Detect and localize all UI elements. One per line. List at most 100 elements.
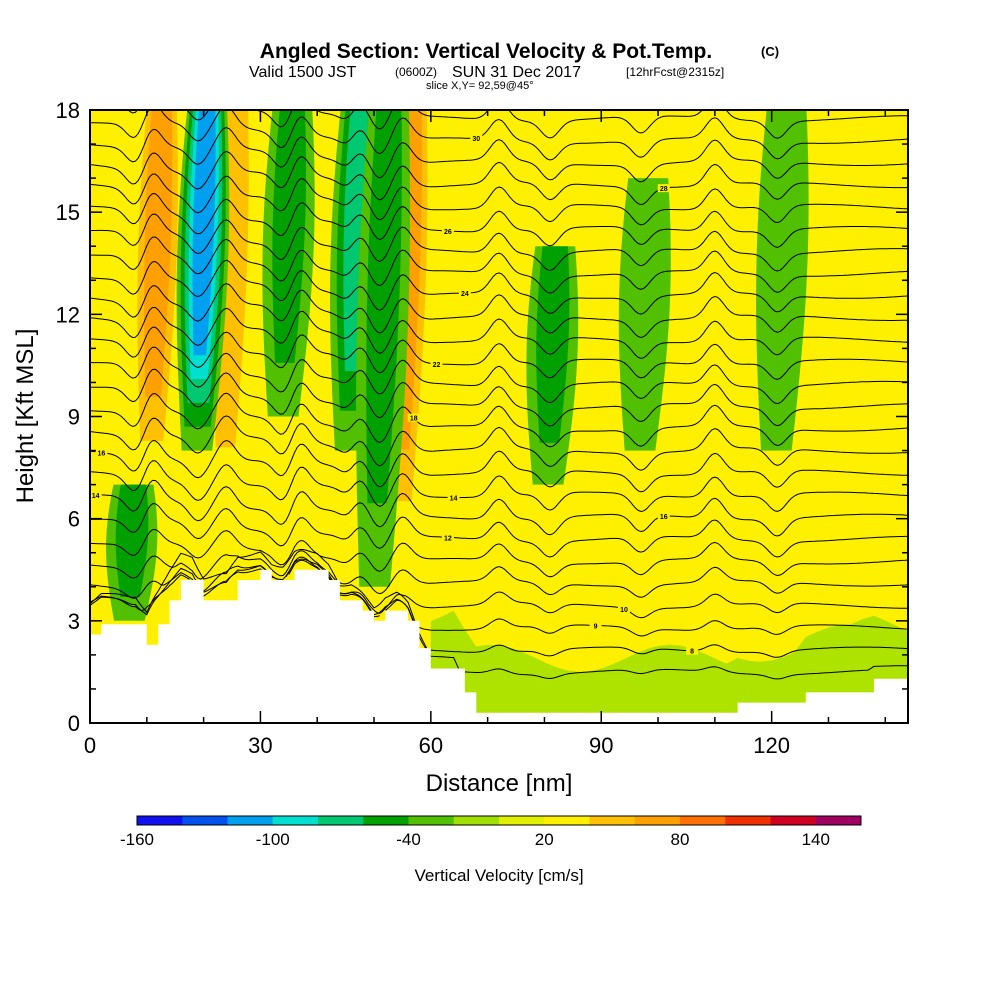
colorbar-swatch (544, 816, 590, 825)
isentrope-label: 14 (92, 493, 100, 500)
colorbar-swatch (453, 816, 500, 825)
isentrope-label: 18 (410, 416, 418, 423)
velocity-plume-6-level-0 (694, 110, 747, 417)
y-tick-label: 12 (56, 302, 80, 327)
colorbar-swatch (408, 816, 455, 825)
y-axis-label: Height [Kft MSL] (12, 329, 39, 504)
isentrope-label-bg (657, 184, 670, 193)
velocity-plume-14-level-0 (756, 110, 809, 451)
valid-date: SUN 31 Dec 2017 (452, 64, 581, 81)
colorbar-swatch (318, 816, 364, 825)
colorbar-swatch (182, 816, 228, 825)
isentrope-20 (90, 193, 908, 248)
x-axis: 0 30 60 90 120 (84, 110, 887, 758)
velocity-plume-13-level-0 (618, 178, 671, 451)
x-axis-label: Distance [nm] (426, 770, 573, 797)
colorbar-tick-label: -100 (256, 830, 290, 849)
colorbar: -160 -100 -40 20 80 140 (120, 815, 862, 849)
isentrope-8 (90, 460, 908, 513)
isentrope-label-bg (617, 604, 630, 613)
isentrope-label-bg (458, 288, 471, 297)
y-tick-label: 15 (56, 200, 80, 225)
x-tick-label: 90 (589, 733, 613, 758)
isentrope-label: 8 (690, 649, 694, 656)
isentrope-5 (90, 528, 908, 578)
velocity-plume-12-level-1 (115, 484, 149, 597)
y-tick-label: 0 (68, 711, 80, 736)
isentrope-6 (90, 503, 908, 558)
y-tick-label: 3 (68, 609, 80, 634)
colorbar-swatch (680, 816, 726, 825)
colorbar-swatch (725, 816, 771, 825)
isentrope-19 (90, 213, 908, 272)
isentrope-22 (90, 150, 908, 206)
slice-info: slice X,Y= 92,59@45° (426, 80, 534, 92)
low-level-field (430, 610, 908, 723)
colorbar-swatch (272, 816, 319, 825)
isentrope-16 (90, 283, 908, 339)
isentrope-label: 24 (461, 291, 469, 298)
isentrope-label: 12 (444, 535, 452, 542)
isentrope-0 (90, 549, 908, 680)
velocity-plume-8-level-1 (272, 110, 306, 363)
isentrope-25 (127, 110, 908, 139)
colorbar-swatch (227, 816, 274, 825)
isentrope-labels: 9 8 10 12 14 16 18 16 14 22 24 26 28 30 (90, 133, 699, 656)
isentrope-label-bg (447, 493, 460, 502)
isentrope-label-bg (657, 512, 670, 521)
isentrope-23 (90, 127, 908, 183)
colorbar-swatch (815, 816, 862, 825)
isentrope-label: 10 (620, 607, 628, 614)
chart-title: Angled Section: Vertical Velocity & Pot.… (260, 40, 712, 63)
valid-time-prefix: Valid 1500 JST (249, 64, 357, 81)
isentrope-7 (90, 479, 908, 537)
isentrope-label: 16 (97, 451, 105, 458)
x-tick-label: 120 (753, 733, 790, 758)
isentrope-label-bg (430, 359, 443, 368)
colorbar-swatch (770, 816, 817, 825)
isentrope-18 (90, 236, 908, 294)
isentrope-9 (90, 439, 908, 493)
isentrope-label-bg (90, 490, 102, 499)
colorbar-swatch (589, 816, 636, 825)
isentrope-label-bg (441, 533, 454, 542)
colorbar-swatch (634, 816, 681, 825)
isentrope-10 (90, 415, 908, 471)
colorbar-swatch (137, 816, 183, 825)
forecast-info: [12hrFcst@2315z] (626, 65, 724, 79)
x-tick-label: 30 (248, 733, 272, 758)
isentrope-label-bg (441, 227, 454, 236)
isentrope-label: 30 (472, 136, 480, 143)
isentrope-24 (90, 110, 908, 161)
isentrope-21 (90, 173, 908, 226)
isentrope-label-bg (95, 448, 108, 457)
colorbar-tick-label: 140 (802, 830, 830, 849)
isentrope-label: 26 (444, 229, 452, 236)
header: Angled Section: Vertical Velocity & Pot.… (249, 40, 779, 92)
isentrope-12 (90, 368, 908, 427)
isentrope-label-bg (686, 646, 699, 655)
y-axis: 0 3 6 9 12 15 18 (56, 98, 908, 736)
colorbar-swatch (363, 816, 409, 825)
isentrope-label-bg (407, 413, 420, 422)
isentrope-label-bg (470, 133, 483, 142)
isentrope-label: 16 (660, 514, 668, 521)
isentrope-17 (90, 259, 908, 315)
y-tick-label: 6 (68, 507, 80, 532)
x-tick-label: 0 (84, 733, 96, 758)
isentrope-label-bg (589, 621, 602, 630)
colorbar-tick-label: -160 (120, 830, 154, 849)
plot-area: 9 8 10 12 14 16 18 16 14 22 24 26 28 30 (90, 110, 908, 723)
colorbar-frame (136, 815, 862, 826)
x-tick-label: 60 (419, 733, 443, 758)
isentrope-lines (90, 110, 908, 680)
isentrope-14 (90, 326, 908, 380)
isentrope-1 (90, 558, 908, 658)
isentrope-11 (90, 392, 908, 448)
valid-time-utc: (0600Z) (395, 65, 437, 79)
isentrope-label: 22 (433, 362, 441, 369)
terrain (90, 569, 908, 723)
y-tick-label: 18 (56, 98, 80, 123)
isentrope-15 (90, 307, 908, 359)
